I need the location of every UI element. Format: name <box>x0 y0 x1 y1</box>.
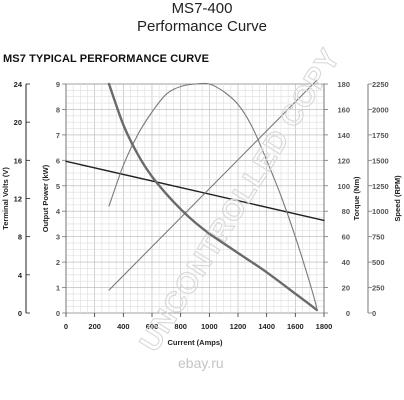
x-axis-label: Current (Amps) <box>167 338 223 347</box>
voltage-tick-label: 12 <box>14 195 22 204</box>
torque-tick-label: 40 <box>342 258 350 267</box>
x-tick-label: 200 <box>88 322 101 331</box>
x-tick-label: 1800 <box>316 322 333 331</box>
voltage-tick-label: 20 <box>14 118 22 127</box>
speed-tick-label: 1750 <box>372 131 389 140</box>
torque-tick-label: 80 <box>342 207 350 216</box>
speed-series-line <box>107 82 318 312</box>
speed-tick-label: 2250 <box>372 80 389 89</box>
power-tick-label: 5 <box>56 182 60 191</box>
speed-tick-label: 2000 <box>372 105 389 114</box>
speed-tick-label: 750 <box>372 233 385 242</box>
voltage-tick-label: 0 <box>18 309 22 318</box>
power-series-line <box>108 82 318 309</box>
speed-tick-label: 500 <box>372 258 385 267</box>
torque-tick-label: 140 <box>337 131 350 140</box>
power-tick-label: 1 <box>56 284 60 293</box>
speed-tick-label: 1000 <box>372 207 389 216</box>
speed-tick-label: 1250 <box>372 182 389 191</box>
power-tick-label: 4 <box>56 207 61 216</box>
torque-tick-label: 60 <box>342 233 350 242</box>
torque-tick-label: 160 <box>337 105 350 114</box>
power-axis-title: Output Power (kW) <box>41 164 50 232</box>
voltage-tick-label: 4 <box>18 271 23 280</box>
model-title: MS7-400 <box>171 0 233 17</box>
power-tick-label: 2 <box>56 258 60 267</box>
speed-axis-title: Speed (RPM) <box>393 175 402 222</box>
voltage-tick-label: 24 <box>14 80 23 89</box>
voltage-axis-title: Terminal Volts (V) <box>1 167 10 230</box>
x-tick-label: 800 <box>174 322 187 331</box>
torque-tick-label: 180 <box>337 80 350 89</box>
voltage-tick-label: 16 <box>14 156 22 165</box>
x-tick-label: 1400 <box>258 322 275 331</box>
voltage-series-line <box>65 160 325 222</box>
voltage-tick-label: 8 <box>18 233 22 242</box>
x-tick-label: 600 <box>146 322 159 331</box>
x-tick-label: 0 <box>64 322 68 331</box>
title-block: MS7-400 Performance Curve <box>0 0 404 36</box>
power-tick-label: 8 <box>56 105 60 114</box>
torque-tick-label: 100 <box>337 182 350 191</box>
chart-subtitle: Performance Curve <box>136 18 268 35</box>
x-tick-label: 400 <box>117 322 130 331</box>
x-tick-label: 1600 <box>287 322 304 331</box>
torque-series-line <box>108 79 318 291</box>
section-title: MS7 TYPICAL PERFORMANCE CURVE <box>3 53 210 65</box>
power-tick-label: 0 <box>56 309 60 318</box>
power-tick-label: 6 <box>56 156 60 165</box>
torque-tick-label: 0 <box>346 309 350 318</box>
power-tick-label: 9 <box>56 80 60 89</box>
speed-tick-label: 1500 <box>372 156 389 165</box>
speed-tick-label: 250 <box>372 284 385 293</box>
power-tick-label: 7 <box>56 131 60 140</box>
torque-tick-label: 120 <box>337 156 350 165</box>
x-tick-label: 1000 <box>201 322 218 331</box>
x-tick-label: 1200 <box>230 322 247 331</box>
power-tick-label: 3 <box>56 233 60 242</box>
brand-watermark: ebay.ru <box>178 355 224 371</box>
torque-tick-label: 20 <box>342 284 350 293</box>
torque-axis-title: Torque (Nm) <box>352 176 361 221</box>
speed-tick-label: 0 <box>372 309 376 318</box>
